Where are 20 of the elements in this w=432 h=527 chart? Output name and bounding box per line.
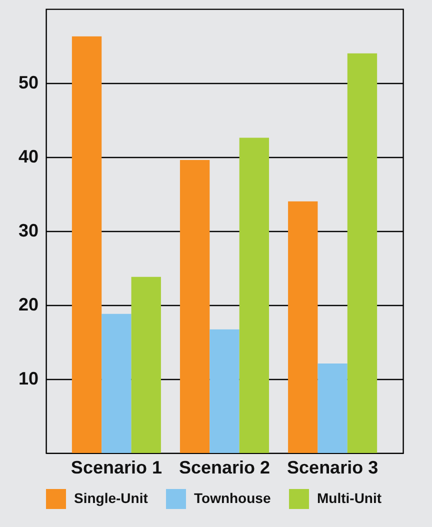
bar: [72, 36, 102, 453]
legend-label: Multi-Unit: [317, 490, 382, 506]
bar: [239, 138, 270, 453]
y-tick-label: 30: [18, 220, 38, 240]
bar: [288, 201, 318, 453]
y-tick-label: 10: [18, 368, 38, 388]
bar: [318, 363, 348, 453]
bar: [131, 276, 161, 453]
bar: [210, 329, 240, 453]
x-tick-label: Scenario 3: [287, 458, 378, 478]
bar: [102, 314, 132, 453]
legend-label: Townhouse: [194, 490, 271, 506]
bar: [180, 160, 210, 453]
bar: [347, 53, 378, 453]
legend-label: Single-Unit: [74, 490, 148, 506]
x-tick-label: Scenario 1: [70, 458, 162, 478]
x-tick-label: Scenario 2: [178, 458, 270, 478]
y-tick-label: 50: [18, 72, 38, 92]
y-tick-label: 40: [18, 146, 38, 166]
y-tick-label: 20: [18, 294, 38, 314]
